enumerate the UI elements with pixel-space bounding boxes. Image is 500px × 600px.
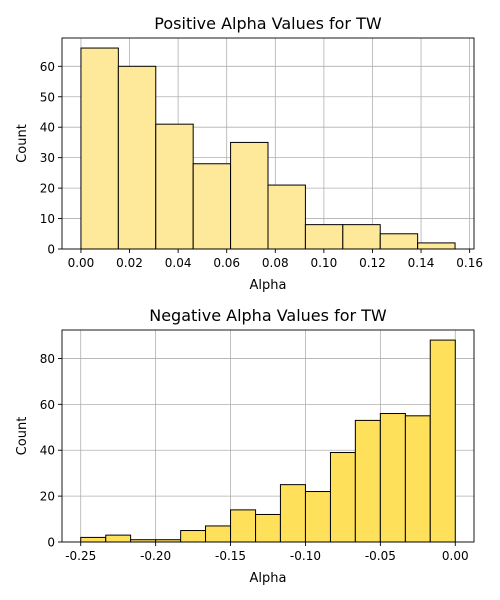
y-tick-label: 0 [47, 536, 55, 550]
y-tick-label: 40 [40, 121, 55, 135]
histogram-bar [329, 452, 356, 543]
histogram-bar [230, 141, 269, 250]
histogram-bar [117, 65, 157, 250]
histogram-bar [429, 339, 456, 543]
histogram-bar [404, 415, 431, 543]
x-tick-label: 0.14 [408, 256, 435, 270]
histogram-bar [230, 509, 257, 543]
y-tick-label: 30 [40, 151, 55, 165]
plot-frame [61, 37, 475, 250]
plot-frame [61, 329, 475, 543]
x-tick-label: -0.20 [140, 549, 171, 563]
histogram-bar [267, 184, 306, 250]
x-tick-label: -0.15 [215, 549, 246, 563]
histogram-bar [255, 513, 281, 543]
x-tick-label: -0.10 [290, 549, 321, 563]
y-tick-label: 20 [40, 490, 55, 504]
x-tick-label: 0.08 [262, 256, 289, 270]
x-tick-label: -0.05 [365, 549, 396, 563]
histogram-bar [379, 233, 419, 250]
x-tick-label: 0.06 [213, 256, 240, 270]
x-tick-label: 0.02 [116, 256, 143, 270]
x-tick-label: 0.16 [456, 256, 483, 270]
histogram-bar [279, 484, 306, 543]
y-tick-label: 50 [40, 90, 55, 104]
x-tick-label: 0.12 [359, 256, 386, 270]
y-tick-label: 10 [40, 212, 55, 226]
y-tick-label: 0 [47, 243, 55, 257]
x-axis-label: Alpha [250, 278, 287, 293]
histogram-bar [304, 224, 344, 250]
y-tick-label: 60 [40, 60, 55, 74]
y-tick-label: 80 [40, 352, 55, 366]
y-tick-label: 20 [40, 182, 55, 196]
histogram-bar [192, 163, 232, 250]
chart-title: Positive Alpha Values for TW [154, 14, 382, 33]
x-axis-label: Alpha [250, 571, 287, 586]
histogram-bar [304, 491, 331, 543]
x-tick-label: 0.04 [165, 256, 192, 270]
chart-2: -0.25 -0.20 -0.15 -0.10 -0.05 0.00 0 20 40 60 80 Ne… [15, 306, 475, 586]
histogram-bar [379, 413, 406, 543]
histogram-bar [354, 419, 381, 543]
histogram-bar [205, 525, 232, 543]
histogram-bar [342, 224, 381, 250]
y-tick-label: 60 [40, 398, 55, 412]
x-tick-label: 0.00 [442, 549, 469, 563]
histogram-bar [417, 242, 456, 250]
x-tick-label: 0.10 [311, 256, 338, 270]
chart-title: Negative Alpha Values for TW [149, 306, 387, 325]
histogram-bar [105, 534, 132, 543]
chart-1: 0.00 0.02 0.04 0.06 0.08 0.10 0.12 0.14 0.16 0 10 2… [15, 14, 483, 293]
histogram-bar [180, 530, 207, 543]
x-tick-label: 0.00 [68, 256, 95, 270]
y-axis-label: Count [15, 124, 30, 163]
histogram-bar [80, 536, 107, 543]
histogram-bar [80, 47, 119, 250]
x-tick-label: -0.25 [65, 549, 96, 563]
y-tick-label: 40 [40, 444, 55, 458]
y-axis-label: Count [15, 417, 30, 456]
histogram-bar [155, 123, 194, 250]
